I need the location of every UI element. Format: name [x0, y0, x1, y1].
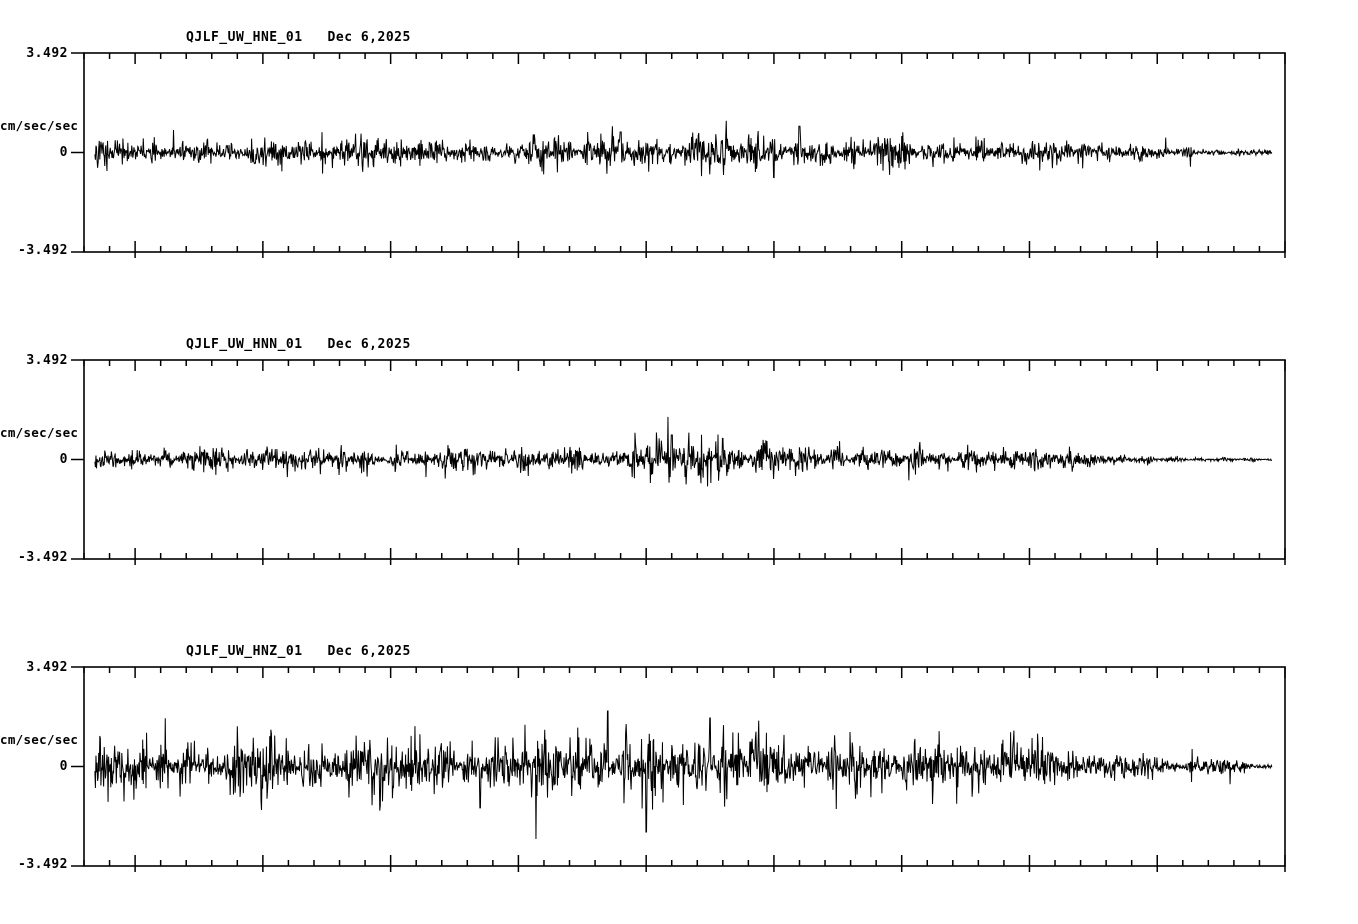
y-axis-unit-label: cm/sec/sec	[0, 425, 79, 440]
seismogram-panel-hne: QJLF_UW_HNE_01 Dec 6,2025 3.492 cm/sec/s…	[0, 0, 1358, 310]
y-axis-max-label: 3.492	[26, 660, 68, 675]
plot-area-hnn	[71, 359, 1286, 565]
y-axis-unit-label: cm/sec/sec	[0, 732, 79, 747]
waveform-trace	[94, 120, 1273, 179]
seismogram-panel-hnz: QJLF_UW_HNZ_01 Dec 6,2025 3.492 cm/sec/s…	[0, 614, 1358, 924]
y-axis-unit-label: cm/sec/sec	[0, 118, 79, 133]
plot-area-hne	[71, 52, 1286, 258]
y-axis-min-label: -3.492	[18, 243, 68, 258]
panel-title: QJLF_UW_HNN_01 Dec 6,2025	[186, 337, 411, 352]
waveform-trace	[94, 710, 1273, 840]
y-axis-zero-label: 0	[59, 759, 68, 774]
y-axis-zero-label: 0	[59, 145, 68, 160]
waveform-trace	[94, 416, 1273, 487]
y-axis-zero-label: 0	[59, 452, 68, 467]
y-axis-max-label: 3.492	[26, 353, 68, 368]
panel-title: QJLF_UW_HNE_01 Dec 6,2025	[186, 30, 411, 45]
panel-title: QJLF_UW_HNZ_01 Dec 6,2025	[186, 644, 411, 659]
y-axis-min-label: -3.492	[18, 857, 68, 872]
y-axis-min-label: -3.492	[18, 550, 68, 565]
seismogram-panel-hnn: QJLF_UW_HNN_01 Dec 6,2025 3.492 cm/sec/s…	[0, 307, 1358, 617]
plot-area-hnz	[71, 666, 1286, 872]
y-axis-max-label: 3.492	[26, 46, 68, 61]
